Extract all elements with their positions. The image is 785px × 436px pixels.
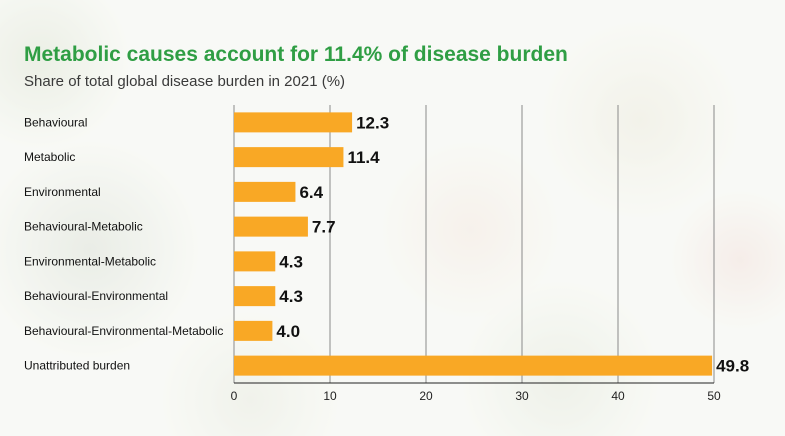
chart-title: Metabolic causes account for 11.4% of di… [24,43,568,66]
bar [234,112,353,133]
bar [234,216,308,237]
chart-subtitle: Share of total global disease burden in … [24,73,346,90]
value-label: 4.3 [279,252,303,271]
category-label: Behavioural-Environmental [24,289,168,303]
bar [234,320,273,341]
value-label: 4.3 [279,287,303,306]
value-label: 4.0 [276,322,300,341]
bar [234,251,276,272]
category-label: Behavioural [24,115,87,129]
bar [234,355,713,376]
bar [234,181,296,202]
category-label: Environmental-Metabolic [24,254,156,268]
x-tick-label: 30 [515,389,529,403]
bar [234,286,276,307]
x-tick-label: 20 [419,389,433,403]
x-tick-label: 50 [707,389,721,403]
value-label: 11.4 [347,148,380,167]
value-label: 6.4 [299,183,323,202]
x-tick-label: 40 [611,389,625,403]
x-tick-label: 10 [323,389,337,403]
value-label: 7.7 [312,218,336,237]
category-label: Unattributed burden [24,359,130,373]
category-label: Metabolic [24,150,75,164]
value-label: 12.3 [356,113,389,132]
x-tick-label: 0 [231,389,238,403]
category-label: Behavioural-Metabolic [24,220,143,234]
category-label: Environmental [24,185,101,199]
bar [234,147,344,168]
category-label: Behavioural-Environmental-Metabolic [24,324,223,338]
value-label: 49.8 [716,357,749,376]
